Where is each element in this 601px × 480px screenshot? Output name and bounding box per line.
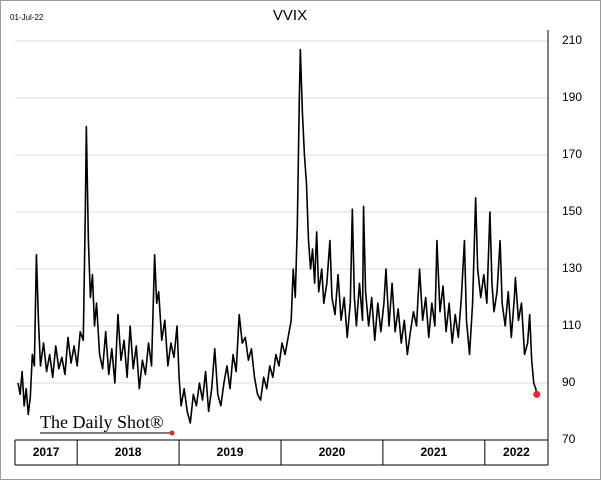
x-tick-label: 2018 bbox=[115, 445, 142, 459]
end-marker bbox=[533, 390, 541, 398]
source-logo: The Daily Shot® bbox=[40, 412, 164, 432]
y-tick-label: 170 bbox=[562, 147, 582, 161]
date-label: 01-Jul-22 bbox=[10, 13, 44, 22]
y-tick-label: 130 bbox=[562, 261, 582, 275]
logo-dot bbox=[169, 430, 175, 436]
x-tick-label: 2020 bbox=[319, 445, 346, 459]
series-line bbox=[17, 48, 538, 424]
y-tick-label: 150 bbox=[562, 204, 582, 218]
x-tick-label: 2021 bbox=[421, 445, 448, 459]
y-tick-label: 90 bbox=[562, 375, 576, 389]
y-tick-label: 210 bbox=[562, 33, 582, 47]
x-tick-label: 2019 bbox=[217, 445, 244, 459]
x-tick-label: 2022 bbox=[503, 445, 530, 459]
x-tick-label: 2017 bbox=[33, 445, 60, 459]
y-tick-label: 70 bbox=[562, 432, 576, 446]
y-tick-label: 190 bbox=[562, 90, 582, 104]
chart-title: VVIX bbox=[273, 7, 307, 24]
y-tick-label: 110 bbox=[562, 318, 581, 332]
